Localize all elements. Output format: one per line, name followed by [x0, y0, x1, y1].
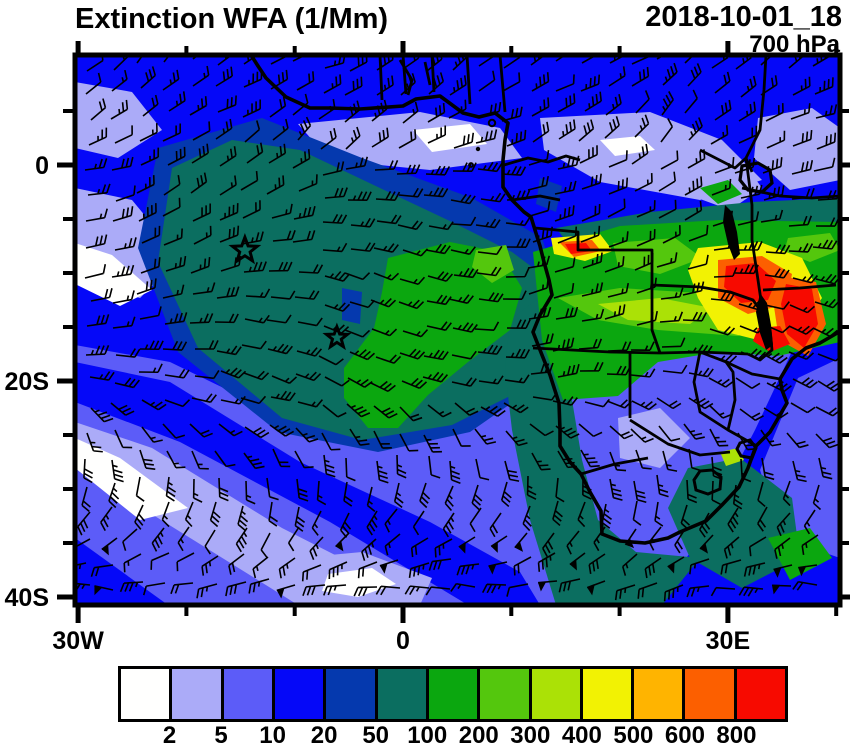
colorbar-tick-label: 100 — [407, 722, 448, 749]
colorbar-cell-9 — [582, 669, 632, 719]
country-border — [378, 55, 507, 113]
datetime-label: 2018-10-01_18 — [645, 1, 842, 33]
y-axis-label: 20S — [5, 368, 49, 396]
colorbar-tick-label: 50 — [362, 722, 390, 749]
country-border — [650, 285, 662, 354]
colorbar-cell-11 — [685, 669, 734, 719]
africa-coastline — [249, 55, 840, 545]
colorbar — [118, 666, 788, 722]
star-marker — [228, 232, 262, 265]
colorbar-cell-12 — [736, 669, 786, 719]
colorbar-cell-10 — [634, 669, 683, 719]
island-dot — [487, 118, 497, 128]
colorbar-tick-label: 500 — [613, 722, 654, 749]
page-title: Extinction WFA (1/Mm) — [75, 3, 389, 35]
x-axis-label: 30E — [706, 627, 750, 655]
star-marker — [322, 322, 352, 351]
colorbar-cell-4 — [326, 669, 375, 719]
island-dot — [475, 146, 481, 152]
colorbar-tick-label: 300 — [510, 722, 551, 749]
y-axis-label: 40S — [5, 584, 49, 612]
eswatini-border — [735, 438, 758, 460]
x-axis-label: 30W — [52, 627, 104, 655]
colorbar-cell-6 — [428, 669, 478, 719]
lake-malawi — [756, 293, 773, 350]
country-border — [692, 351, 756, 447]
colorbar-tick-label: 800 — [716, 722, 757, 749]
colorbar-cell-5 — [377, 669, 426, 719]
map-frame — [72, 52, 843, 608]
colorbar-tick-label: 10 — [259, 722, 286, 749]
lesotho-border — [692, 468, 723, 496]
lake-victoria — [738, 161, 774, 194]
country-border — [762, 283, 837, 292]
colorbar-tick-label: 400 — [561, 722, 602, 749]
wind-barbs — [75, 55, 840, 602]
colorbar-tick-label: 600 — [664, 722, 705, 749]
country-border — [398, 59, 432, 96]
colorbar-cell-8 — [531, 669, 580, 719]
map-field — [75, 55, 840, 605]
y-axis-label: 0 — [35, 152, 49, 180]
colorbar-tick-label: 200 — [458, 722, 499, 749]
colorbar-tick-label: 2 — [162, 722, 177, 749]
colorbar-cell-1 — [172, 669, 221, 719]
country-border — [534, 226, 701, 289]
colorbar-cell-0 — [121, 669, 170, 719]
x-axis-label: 0 — [396, 627, 410, 655]
colorbar-cell-2 — [223, 669, 272, 719]
colorbar-tick-label: 5 — [214, 722, 228, 749]
colorbar-tick-label: 20 — [310, 722, 338, 749]
country-border — [628, 353, 731, 457]
colorbar-cell-7 — [480, 669, 529, 719]
colorbar-cell-3 — [274, 669, 324, 719]
